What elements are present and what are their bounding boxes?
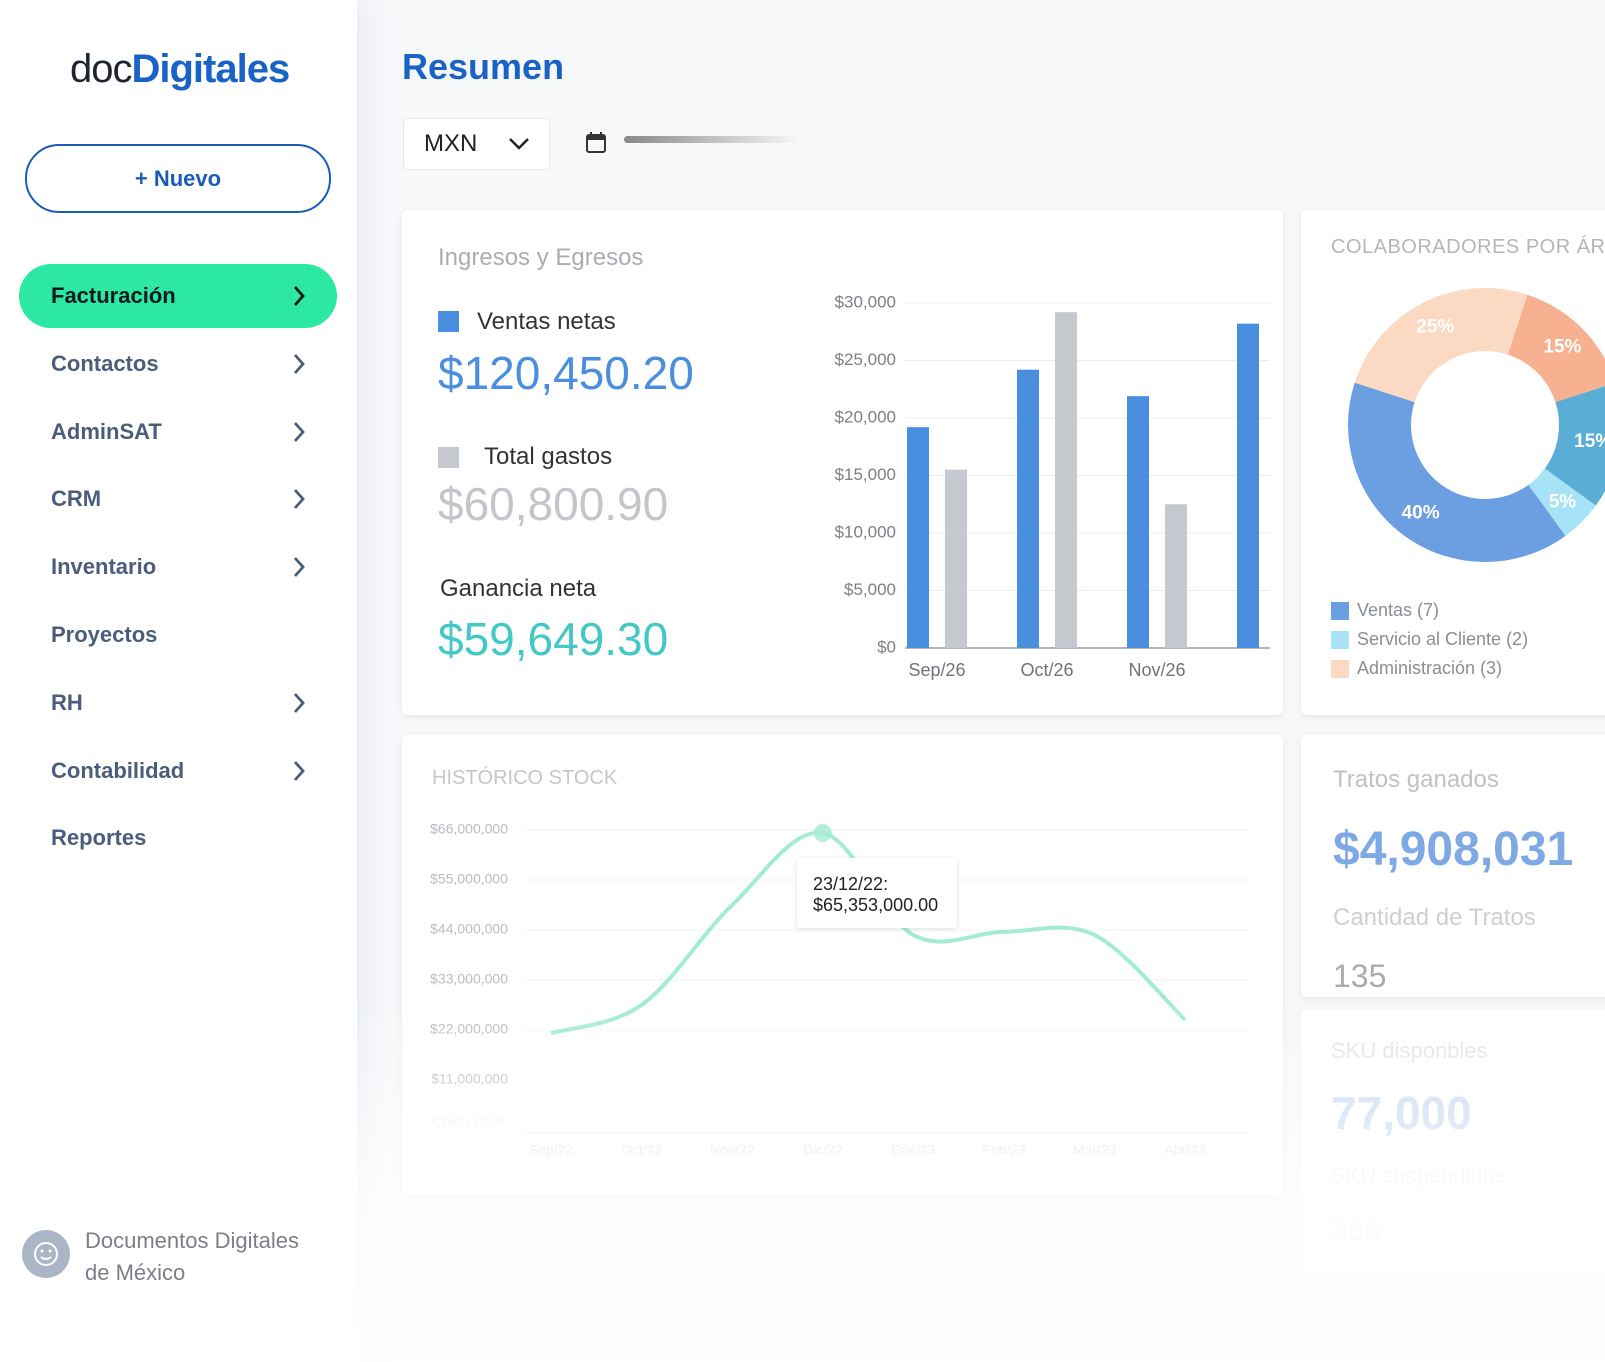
menu-arrow — [293, 760, 305, 781]
y-tick-label: $10,000 — [835, 522, 896, 541]
menu-label: CRM — [51, 486, 102, 512]
chevron — [293, 760, 305, 781]
bar — [1017, 369, 1039, 648]
menu-arrow — [293, 286, 305, 306]
menu-item[interactable]: CRM — [19, 467, 337, 531]
bar — [1237, 323, 1259, 648]
y-tick-label: $5,000 — [844, 580, 896, 599]
new-button[interactable]: + Nuevo — [25, 144, 331, 213]
menu-label: Proyectos — [51, 622, 158, 647]
chevron — [293, 353, 305, 374]
company-name: Documentos Digitales — [85, 1228, 299, 1253]
x-tick-label: Dic/22 — [803, 1142, 843, 1158]
menu-arrow — [293, 489, 305, 510]
tooltip-date: 23/12/22: — [813, 874, 889, 894]
legend-label: Servicio al Cliente (2) — [1357, 629, 1528, 649]
company-avatar — [22, 1230, 70, 1278]
menu-label: RH — [51, 689, 83, 715]
menu-item[interactable]: Contactos — [19, 332, 337, 396]
menu-arrow — [293, 421, 305, 442]
y-tick-label: $11,000,000 — [431, 1071, 508, 1087]
sidebar: docDigitales + Nuevo Facturación Contacto… — [0, 0, 357, 1362]
y-tick-label: $25,000 — [835, 350, 896, 369]
x-tick-label: Oct/22 — [621, 1142, 662, 1158]
y-tick-label: $15,000 — [835, 465, 896, 484]
bar — [945, 469, 967, 648]
x-tick-label: Abr/23 — [1165, 1142, 1206, 1158]
y-tick-label: $22,000,000 — [430, 1021, 508, 1037]
slice-label: 15% — [1574, 431, 1605, 452]
x-tick-label: Sep/22 — [529, 1142, 574, 1158]
menu-item[interactable]: Inventario — [19, 535, 337, 599]
menu-arrow — [293, 557, 305, 578]
menu-label: Reportes — [51, 825, 147, 851]
legend-swatch — [1331, 660, 1349, 678]
menu-arrow — [293, 353, 305, 374]
y-axis-label: Costo stock — [432, 1114, 506, 1130]
y-tick-label: $44,000,000 — [430, 921, 508, 937]
logo-digitales: Digitales — [131, 47, 291, 91]
menu-label: AdminSAT — [51, 418, 162, 444]
menu-item[interactable]: Proyectos — [19, 603, 337, 667]
chevron — [293, 286, 305, 306]
legend-label: Administración (3) — [1357, 658, 1502, 678]
x-tick-label: Oct/26 — [1020, 660, 1073, 680]
menu-item[interactable]: AdminSAT — [19, 400, 337, 464]
pie-slice — [1354, 288, 1528, 403]
slice-label: 15% — [1543, 337, 1581, 358]
menu-arrow — [293, 692, 305, 713]
x-tick-label: Sep/26 — [908, 660, 965, 680]
company-name: de México — [85, 1260, 186, 1285]
y-tick-label: $55,000,000 — [430, 871, 508, 887]
chevron — [293, 421, 305, 442]
hover-point — [813, 823, 832, 842]
y-tick-label: $30,000 — [835, 292, 896, 311]
tooltip-value: $65,353,000.00 — [813, 895, 939, 915]
y-tick-label: $20,000 — [835, 407, 896, 426]
slice-label: 5% — [1549, 491, 1577, 512]
legend-swatch — [1331, 631, 1349, 649]
logo-doc: doc — [70, 47, 132, 91]
tooltip: 23/12/22: $65,353,000.00 — [797, 858, 957, 928]
legend-label: Ventas (7) — [1357, 600, 1439, 620]
x-tick-label: Mar/23 — [1073, 1142, 1117, 1158]
menu-item[interactable]: Contabilidad — [19, 739, 337, 803]
x-tick-label: Ene/23 — [891, 1142, 936, 1158]
chevron — [293, 692, 305, 713]
legend-swatch — [1331, 602, 1349, 620]
menu-label: Contabilidad — [51, 757, 185, 783]
menu-label: Facturación — [51, 283, 176, 308]
y-tick-label: $0 — [877, 637, 896, 656]
y-tick-label: $33,000,000 — [430, 971, 508, 987]
x-tick-label: Nov/22 — [710, 1142, 755, 1158]
chevron — [293, 557, 305, 578]
bar — [1165, 504, 1187, 648]
pie-slice — [1347, 382, 1566, 563]
menu-label: Inventario — [51, 554, 157, 580]
bar — [907, 427, 929, 648]
menu-item[interactable]: Reportes — [19, 806, 337, 870]
menu-item[interactable]: RH — [19, 671, 337, 735]
slice-label: 25% — [1416, 316, 1454, 337]
menu-item[interactable]: Facturación — [19, 264, 337, 328]
x-tick-label: Nov/26 — [1128, 660, 1185, 680]
x-tick-label: Feb/23 — [982, 1142, 1026, 1158]
chevron — [293, 489, 305, 510]
logo: docDigitales — [70, 47, 291, 91]
y-tick-label: $66,000,000 — [430, 821, 508, 837]
bar — [1127, 396, 1149, 648]
bar — [1055, 312, 1077, 648]
slice-label: 40% — [1402, 503, 1440, 524]
menu-label: Contactos — [51, 350, 159, 376]
